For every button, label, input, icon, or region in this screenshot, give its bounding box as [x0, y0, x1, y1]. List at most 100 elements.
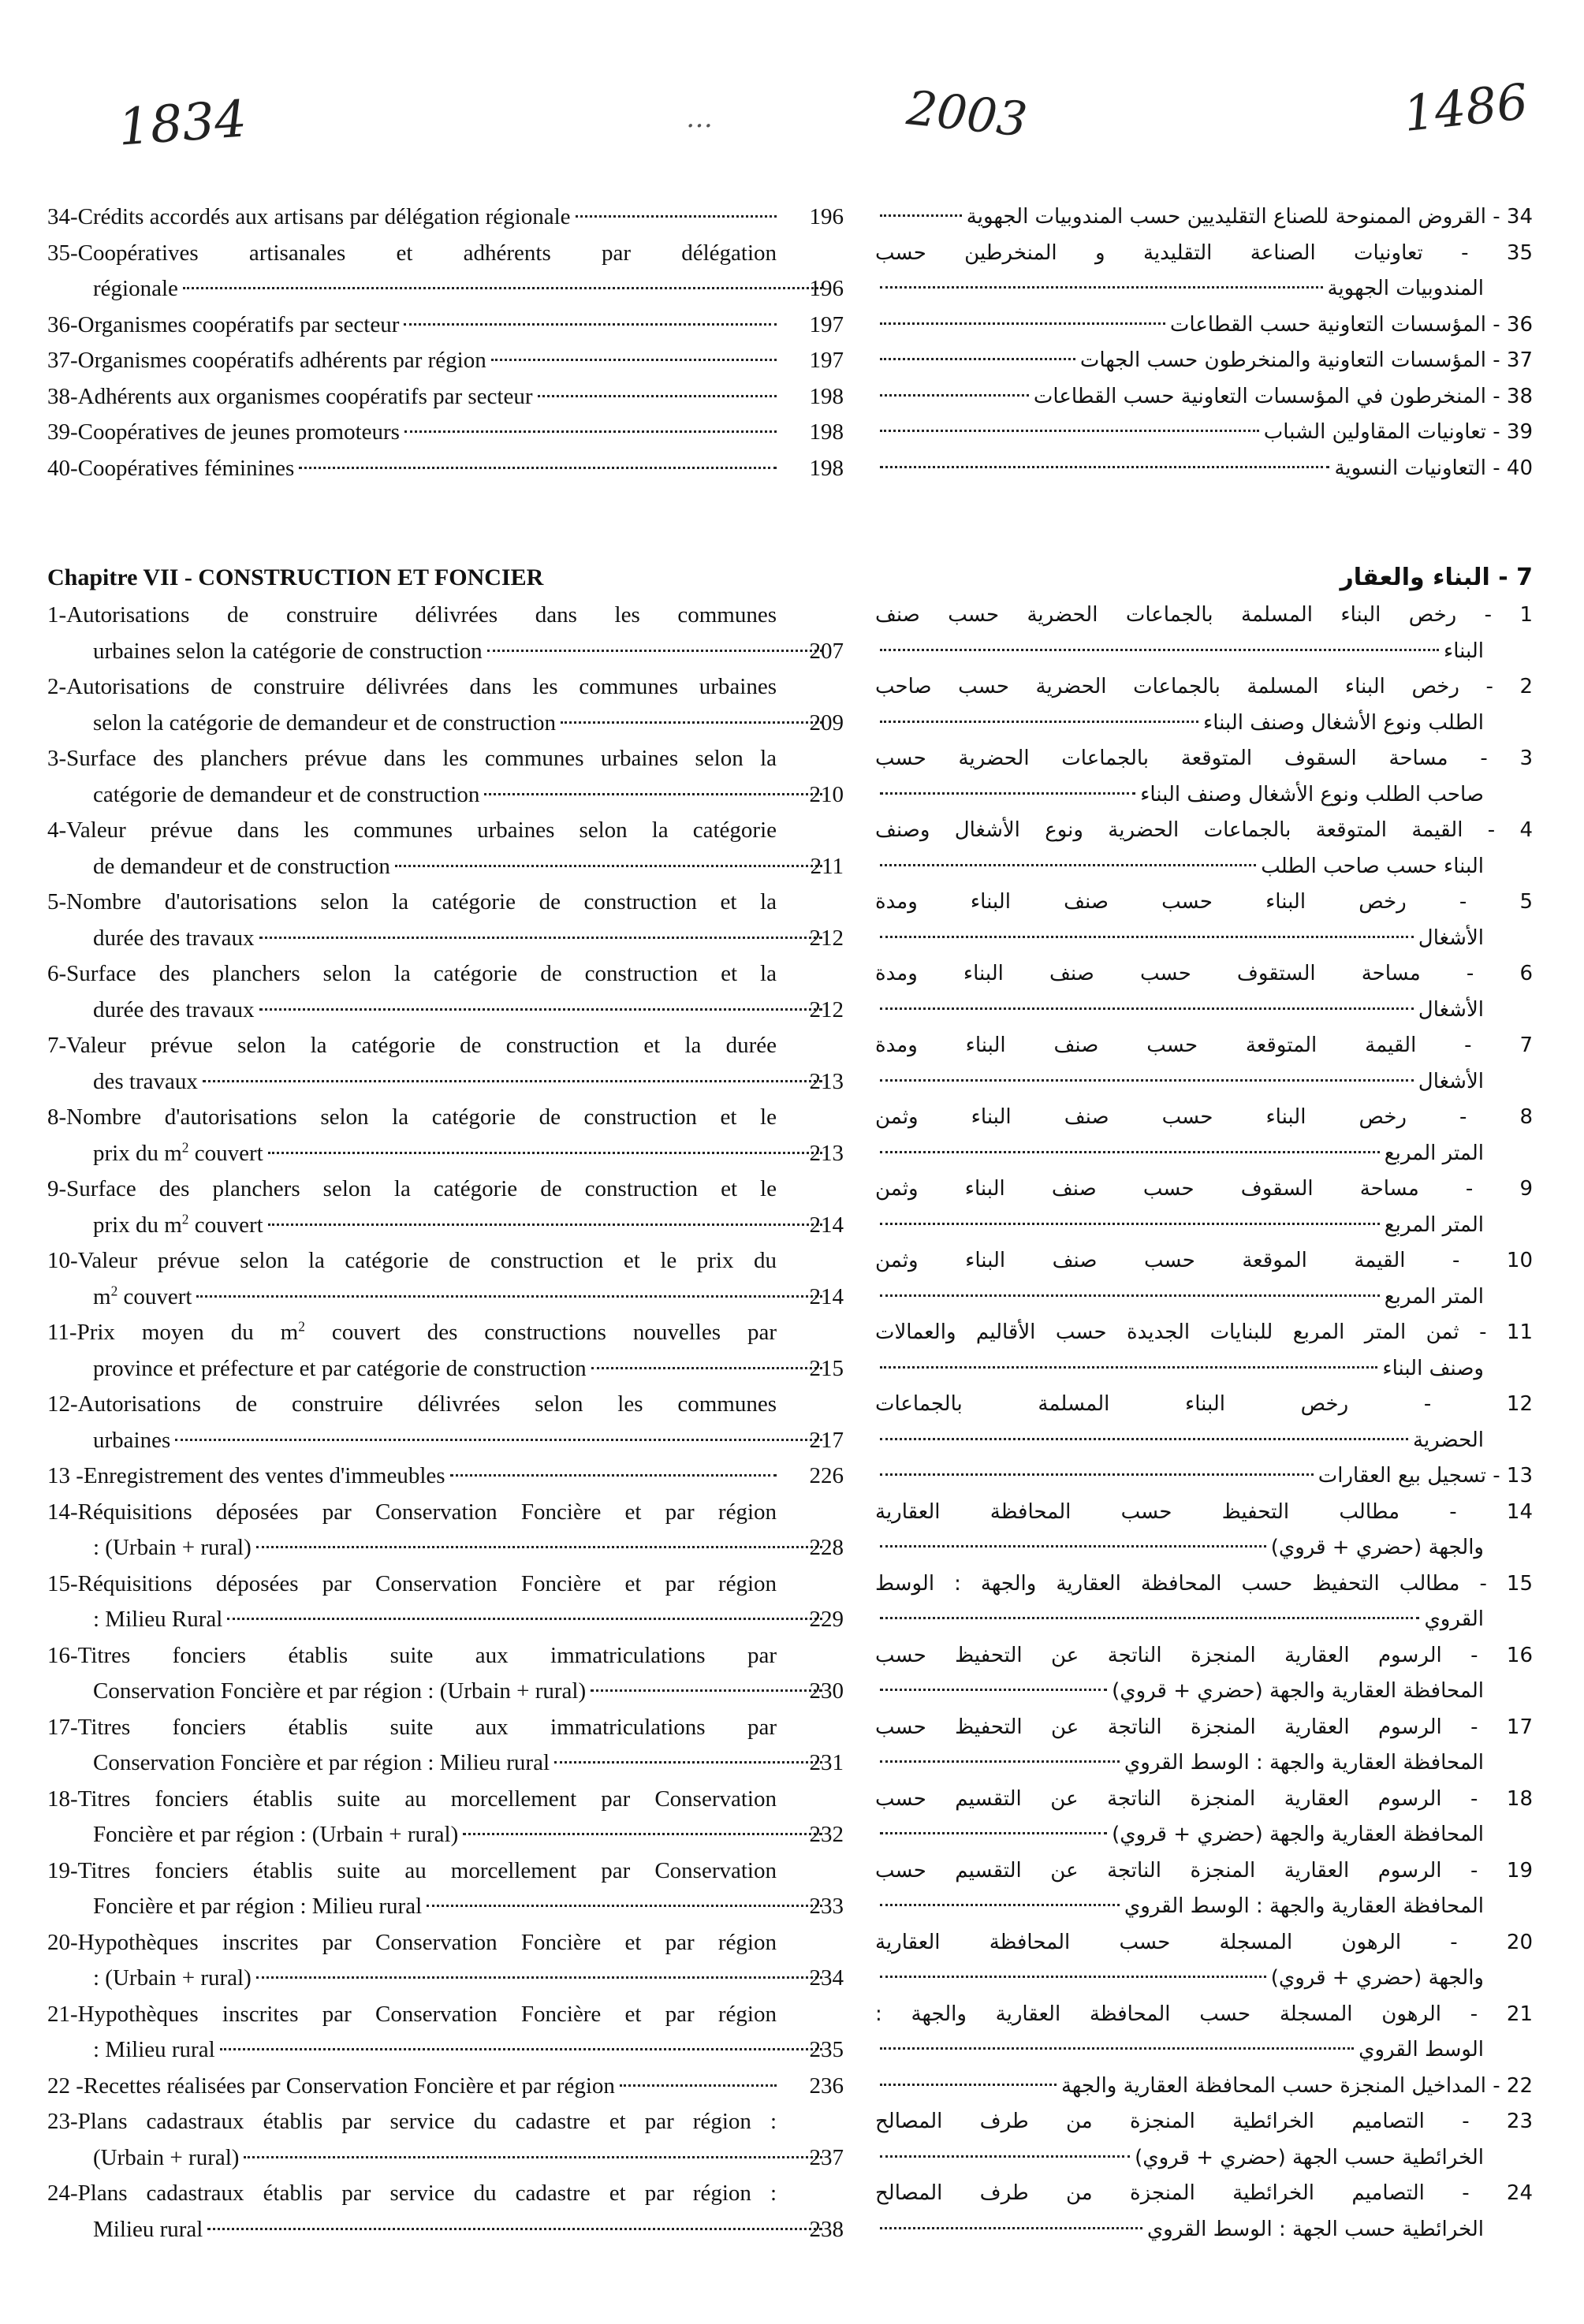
- toc-entry[interactable]: 23 - التصاميم الخرائطية المنجزة من طرف ا…: [875, 2104, 1533, 2176]
- toc-entry[interactable]: 38 - المنخرطون في المؤسسات التعاونية حسب…: [875, 379, 1533, 415]
- toc-entry[interactable]: 2-Autorisations de construire délivrées …: [47, 669, 844, 741]
- toc-entry[interactable]: 15 - مطالب التحفيظ حسب المحافظة العقارية…: [875, 1566, 1533, 1638]
- toc-entry[interactable]: 15-Réquisitions déposées par Conservatio…: [47, 1566, 844, 1638]
- entry-leader-line: المتر المربع: [875, 1136, 1484, 1172]
- entry-leader-line: 36 - المؤسسات التعاونية حسب القطاعات: [875, 307, 1533, 344]
- toc-entry[interactable]: 37 - المؤسسات التعاونية والمنخرطون حسب ا…: [875, 343, 1533, 379]
- page-number: 198: [809, 455, 844, 481]
- toc-entry[interactable]: 18-Titres fonciers établis suite au morc…: [47, 1782, 844, 1853]
- toc-entry[interactable]: 37-Organismes coopératifs adhérents par …: [47, 343, 844, 379]
- entry-text: 2 - رخص البناء المسلمة بالجماعات الحضرية…: [875, 675, 1533, 698]
- toc-entry[interactable]: 34-Crédits accordés aux artisans par dél…: [47, 199, 844, 236]
- dot-leader: [880, 1689, 1108, 1691]
- toc-entry-line: : Milieu Rural 229: [47, 1602, 844, 1638]
- toc-entry[interactable]: 11-Prix moyen du m2 couvert des construc…: [47, 1315, 844, 1387]
- toc-entry[interactable]: 1-Autorisations de construire délivrées …: [47, 598, 844, 669]
- toc-entry-line: 18-Titres fonciers établis suite au morc…: [47, 1782, 844, 1818]
- toc-entry[interactable]: 13 -Enregistrement des ventes d'immeuble…: [47, 1458, 844, 1495]
- toc-entry[interactable]: 22 -Recettes réalisées par Conservation …: [47, 2069, 844, 2105]
- toc-entry[interactable]: 11 - ثمن المتر المربع للبنايات الجديدة ح…: [875, 1315, 1533, 1387]
- toc-entry[interactable]: 40-Coopératives féminines 198: [47, 451, 844, 487]
- toc-entry[interactable]: 35 - تعاونيات الصناعة التقليدية و المنخر…: [875, 236, 1533, 307]
- entry-text: 23-Plans cadastraux établis par service …: [47, 2109, 777, 2134]
- dot-leader: [880, 1150, 1380, 1153]
- toc-entry[interactable]: 3 - مساحة السقوف المتوقعة بالجماعات الحض…: [875, 741, 1533, 813]
- toc-entry[interactable]: 34 - القروض الممنوحة للصناع التقليديين ح…: [875, 199, 1533, 236]
- toc-entry[interactable]: 23-Plans cadastraux établis par service …: [47, 2104, 844, 2176]
- entry-text: 37-Organismes coopératifs adhérents par …: [47, 348, 486, 373]
- toc-entry[interactable]: 9-Surface des planchers selon la catégor…: [47, 1171, 844, 1243]
- toc-entry[interactable]: 36 - المؤسسات التعاونية حسب القطاعات: [875, 307, 1533, 344]
- entry-text: وصنف البناء: [1382, 1356, 1484, 1380]
- entry-leader-line: المحافظة العقارية والجهة : الوسط القروي: [875, 1745, 1484, 1782]
- toc-entry[interactable]: 6-Surface des planchers selon la catégor…: [47, 956, 844, 1028]
- toc-entry[interactable]: 13 - تسجيل بيع العقارات: [875, 1458, 1533, 1495]
- toc-entry-line: المحافظة العقارية والجهة : الوسط القروي: [875, 1889, 1533, 1925]
- dot-leader: [554, 1761, 822, 1763]
- dot-leader: [219, 2048, 822, 2050]
- toc-entry[interactable]: 19-Titres fonciers établis suite au morc…: [47, 1853, 844, 1925]
- toc-entry[interactable]: 19 - الرسوم العقارية المنجزة الناتجة عن …: [875, 1853, 1533, 1925]
- toc-entry[interactable]: 24-Plans cadastraux établis par service …: [47, 2176, 844, 2248]
- toc-entry[interactable]: 8 - رخص البناء حسب صنف البناء وثمن المتر …: [875, 1100, 1533, 1171]
- toc-entry[interactable]: 16 - الرسوم العقارية المنجزة الناتجة عن …: [875, 1638, 1533, 1710]
- toc-entry-line: 14 - مطالب التحفيظ حسب المحافظة العقارية: [875, 1495, 1533, 1531]
- toc-entry[interactable]: 12-Autorisations de construire délivrées…: [47, 1387, 844, 1458]
- toc-entry-line: 38 - المنخرطون في المؤسسات التعاونية حسب…: [875, 379, 1533, 415]
- page-number: 233: [809, 1894, 844, 1919]
- entry-text: durée des travaux: [93, 925, 255, 951]
- toc-entry[interactable]: 39 - تعاونيات المقاولين الشباب: [875, 415, 1533, 451]
- toc-entry[interactable]: 20-Hypothèques inscrites par Conservatio…: [47, 1925, 844, 1997]
- entry-leader-line: الأشغال: [875, 993, 1484, 1029]
- toc-entry-line: 17 - الرسوم العقارية المنجزة الناتجة عن …: [875, 1710, 1533, 1746]
- toc-entry[interactable]: 36-Organismes coopératifs par secteur 197: [47, 307, 844, 344]
- toc-entry[interactable]: 16-Titres fonciers établis suite aux imm…: [47, 1638, 844, 1710]
- toc-entry[interactable]: 10 - القيمة الموقعة حسب صنف البناء وثمن ا…: [875, 1243, 1533, 1315]
- toc-entry[interactable]: 17-Titres fonciers établis suite aux imm…: [47, 1710, 844, 1782]
- dot-leader: [575, 215, 777, 218]
- entry-leader-line: 22 - المداخيل المنجزة حسب المحافظة العقا…: [875, 2069, 1533, 2105]
- toc-entry[interactable]: 39-Coopératives de jeunes promoteurs 198: [47, 415, 844, 451]
- page-number: 212: [809, 925, 844, 951]
- dot-leader: [880, 322, 1165, 325]
- toc-entry[interactable]: 20 - الرهون المسجلة حسب المحافظة العقاري…: [875, 1925, 1533, 1997]
- toc-entry-line: 35-Coopératives artisanales et adhérents…: [47, 236, 844, 272]
- toc-entry[interactable]: 7-Valeur prévue selon la catégorie de co…: [47, 1028, 844, 1100]
- toc-entry[interactable]: 5 - رخص البناء حسب صنف البناء ومدة الأشغا…: [875, 885, 1533, 956]
- toc-entry[interactable]: 24 - التصاميم الخرائطية المنجزة من طرف ا…: [875, 2176, 1533, 2248]
- toc-entry[interactable]: 18 - الرسوم العقارية المنجزة الناتجة عن …: [875, 1782, 1533, 1853]
- toc-entry[interactable]: 17 - الرسوم العقارية المنجزة الناتجة عن …: [875, 1710, 1533, 1782]
- dot-leader: [880, 1437, 1408, 1440]
- toc-entry[interactable]: 12 - رخص البناء المسلمة بالجماعات الحضرية: [875, 1387, 1533, 1458]
- toc-entry[interactable]: 22 - المداخيل المنجزة حسب المحافظة العقا…: [875, 2069, 1533, 2105]
- toc-entry[interactable]: 14 - مطالب التحفيظ حسب المحافظة العقارية…: [875, 1495, 1533, 1566]
- toc-entry[interactable]: 9 - مساحة السقوف حسب صنف البناء وثمن المت…: [875, 1171, 1533, 1243]
- dot-leader: [880, 648, 1440, 651]
- toc-entry[interactable]: 21-Hypothèques inscrites par Conservatio…: [47, 1997, 844, 2069]
- toc-entry[interactable]: 14-Réquisitions déposées par Conservatio…: [47, 1495, 844, 1566]
- toc-entry[interactable]: 3-Surface des planchers prévue dans les …: [47, 741, 844, 813]
- dot-leader: [484, 792, 822, 795]
- dot-leader: [227, 1618, 822, 1620]
- toc-entry[interactable]: 2 - رخص البناء المسلمة بالجماعات الحضرية…: [875, 669, 1533, 741]
- toc-entry[interactable]: 8-Nombre d'autorisations selon la catégo…: [47, 1100, 844, 1171]
- page-number: 196: [809, 276, 844, 301]
- toc-arabic-column: 34 - القروض الممنوحة للصناع التقليديين ح…: [875, 199, 1533, 2248]
- toc-entry[interactable]: 4-Valeur prévue dans les communes urbain…: [47, 813, 844, 885]
- toc-entry[interactable]: 5-Nombre d'autorisations selon la catégo…: [47, 885, 844, 956]
- toc-entry-line: 16-Titres fonciers établis suite aux imm…: [47, 1638, 844, 1674]
- toc-entry[interactable]: 21 - الرهون المسجلة حسب المحافظة العقاري…: [875, 1997, 1533, 2069]
- toc-entry[interactable]: 38-Adhérents aux organismes coopératifs …: [47, 379, 844, 415]
- page-number: 230: [809, 1678, 844, 1704]
- page-number: 210: [809, 781, 844, 807]
- page-number: 214: [809, 1212, 844, 1238]
- toc-entry[interactable]: 40 - التعاونيات النسوية: [875, 451, 1533, 487]
- toc-entry[interactable]: 7 - القيمة المتوقعة حسب صنف البناء ومدة ا…: [875, 1028, 1533, 1100]
- toc-entry-line: 20 - الرهون المسجلة حسب المحافظة العقاري…: [875, 1925, 1533, 1961]
- toc-entry[interactable]: 6 - مساحة الستقوف حسب صنف البناء ومدة الأ…: [875, 956, 1533, 1028]
- toc-entry[interactable]: 35-Coopératives artisanales et adhérents…: [47, 236, 844, 307]
- toc-entry[interactable]: 10-Valeur prévue selon la catégorie de c…: [47, 1243, 844, 1315]
- toc-entry[interactable]: 4 - القيمة المتوقعة بالجماعات الحضرية ون…: [875, 813, 1533, 885]
- toc-entry[interactable]: 1 - رخص البناء المسلمة بالجماعات الحضرية…: [875, 598, 1533, 669]
- toc-entry-line: الحضرية: [875, 1423, 1533, 1459]
